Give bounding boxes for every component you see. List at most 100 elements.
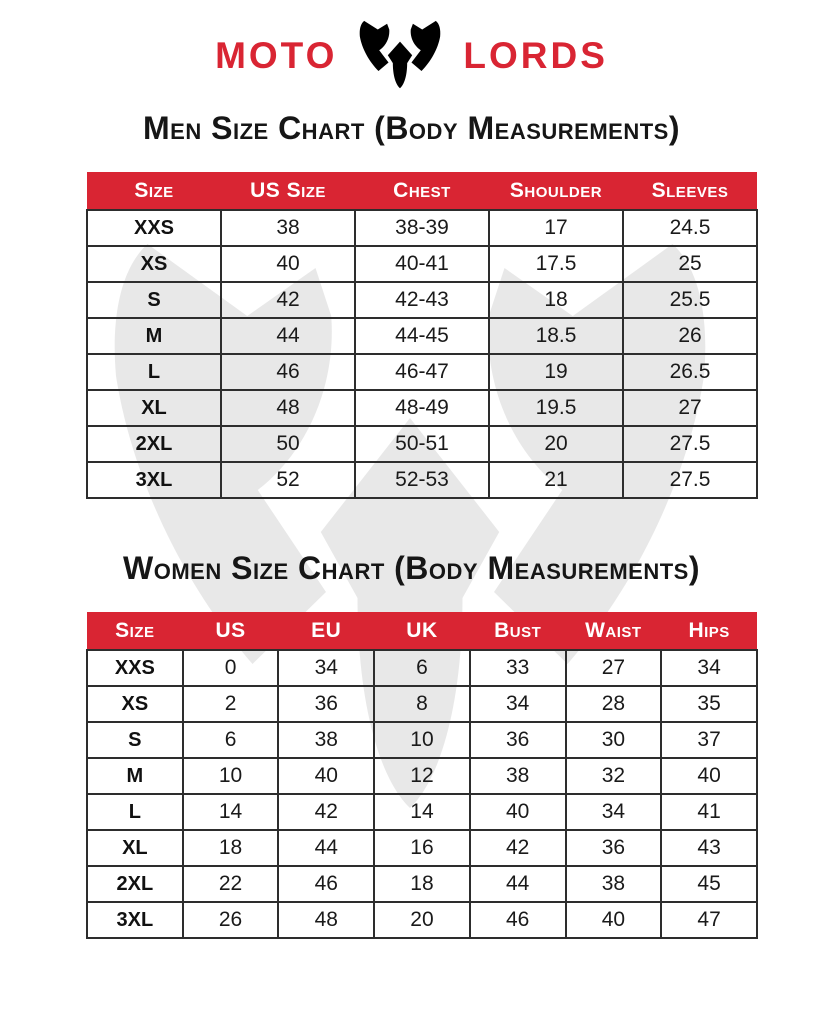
measurement-cell: 24.5 bbox=[622, 209, 758, 247]
measurement-cell: 30 bbox=[564, 721, 663, 759]
measurement-cell: 38 bbox=[564, 865, 663, 903]
measurement-cell: 42 bbox=[220, 281, 356, 319]
size-label-cell: L bbox=[86, 793, 184, 831]
column-header: Sleeves bbox=[623, 172, 757, 210]
measurement-cell: 46-47 bbox=[354, 353, 490, 391]
table-row: 2XL 22 46 18 44 38 45 bbox=[86, 865, 758, 903]
measurement-cell: 34 bbox=[660, 649, 758, 687]
column-header: Hips bbox=[661, 612, 757, 650]
measurement-cell: 52-53 bbox=[354, 461, 490, 499]
size-label-cell: S bbox=[86, 721, 184, 759]
measurement-cell: 40 bbox=[660, 757, 758, 795]
bull-logo-icon bbox=[357, 20, 443, 92]
measurement-cell: 32 bbox=[564, 757, 663, 795]
size-label-cell: M bbox=[86, 757, 184, 795]
table-row: M 44 44-45 18.5 26 bbox=[86, 317, 758, 355]
table-row: XL 48 48-49 19.5 27 bbox=[86, 389, 758, 427]
measurement-cell: 10 bbox=[373, 721, 471, 759]
table-row: XXS 38 38-39 17 24.5 bbox=[86, 209, 758, 247]
column-header: EU bbox=[278, 612, 375, 650]
measurement-cell: 27 bbox=[622, 389, 758, 427]
measurement-cell: 37 bbox=[660, 721, 758, 759]
measurement-cell: 40 bbox=[564, 901, 663, 939]
measurement-cell: 43 bbox=[660, 829, 758, 867]
table-row: L 14 42 14 40 34 41 bbox=[86, 793, 758, 831]
size-label-cell: 2XL bbox=[86, 865, 184, 903]
measurement-cell: 34 bbox=[277, 649, 376, 687]
column-header: US Size bbox=[221, 172, 355, 210]
men-chart-title: Men Size Chart (Body Measurements) bbox=[143, 110, 680, 146]
size-label-cell: M bbox=[86, 317, 222, 355]
measurement-cell: 27.5 bbox=[622, 461, 758, 499]
measurement-cell: 0 bbox=[181, 649, 280, 687]
brand-name-moto: MOTO bbox=[215, 35, 338, 76]
measurement-cell: 52 bbox=[220, 461, 356, 499]
column-header: US bbox=[182, 612, 279, 650]
measurement-cell: 38 bbox=[277, 721, 376, 759]
measurement-cell: 38-39 bbox=[354, 209, 490, 247]
measurement-cell: 50-51 bbox=[354, 425, 490, 463]
women-chart-title: Women Size Chart (Body Measurements) bbox=[123, 550, 700, 586]
measurement-cell: 26 bbox=[622, 317, 758, 355]
measurement-cell: 8 bbox=[373, 685, 471, 723]
table-row: XXS 0 34 6 33 27 34 bbox=[86, 649, 758, 687]
size-label-cell: XS bbox=[86, 245, 222, 283]
measurement-cell: 14 bbox=[181, 793, 280, 831]
brand-name-lords: LORDS bbox=[463, 35, 608, 76]
measurement-cell: 20 bbox=[373, 901, 471, 939]
table-row: S 42 42-43 18 25.5 bbox=[86, 281, 758, 319]
measurement-cell: 26.5 bbox=[622, 353, 758, 391]
measurement-cell: 34 bbox=[564, 793, 663, 831]
measurement-cell: 34 bbox=[468, 685, 567, 723]
measurement-cell: 22 bbox=[181, 865, 280, 903]
measurement-cell: 25.5 bbox=[622, 281, 758, 319]
measurement-cell: 46 bbox=[277, 865, 376, 903]
measurement-cell: 44 bbox=[468, 865, 567, 903]
measurement-cell: 6 bbox=[181, 721, 280, 759]
brand-logo: MOTO LORDS bbox=[0, 20, 823, 92]
measurement-cell: 48-49 bbox=[354, 389, 490, 427]
column-header: Size bbox=[87, 612, 183, 650]
measurement-cell: 18 bbox=[181, 829, 280, 867]
column-header: Bust bbox=[469, 612, 566, 650]
measurement-cell: 40-41 bbox=[354, 245, 490, 283]
measurement-cell: 18 bbox=[373, 865, 471, 903]
men-size-table: Size US Size Chest Shoulder Sleeves XXS 38 38-… bbox=[86, 172, 758, 499]
size-label-cell: XXS bbox=[86, 649, 184, 687]
measurement-cell: 45 bbox=[660, 865, 758, 903]
size-label-cell: XL bbox=[86, 829, 184, 867]
measurement-cell: 42 bbox=[277, 793, 376, 831]
table-row: 2XL 50 50-51 20 27.5 bbox=[86, 425, 758, 463]
men-table-header: Size US Size Chest Shoulder Sleeves bbox=[87, 172, 757, 210]
measurement-cell: 50 bbox=[220, 425, 356, 463]
column-header: UK bbox=[374, 612, 470, 650]
measurement-cell: 44 bbox=[220, 317, 356, 355]
measurement-cell: 21 bbox=[488, 461, 624, 499]
column-header: Shoulder bbox=[489, 172, 623, 210]
measurement-cell: 38 bbox=[468, 757, 567, 795]
measurement-cell: 26 bbox=[181, 901, 280, 939]
size-label-cell: L bbox=[86, 353, 222, 391]
table-row: 3XL 52 52-53 21 27.5 bbox=[86, 461, 758, 499]
measurement-cell: 19.5 bbox=[488, 389, 624, 427]
measurement-cell: 46 bbox=[468, 901, 567, 939]
table-row: XL 18 44 16 42 36 43 bbox=[86, 829, 758, 867]
size-label-cell: 3XL bbox=[86, 901, 184, 939]
measurement-cell: 35 bbox=[660, 685, 758, 723]
measurement-cell: 2 bbox=[181, 685, 280, 723]
measurement-cell: 6 bbox=[373, 649, 471, 687]
measurement-cell: 44-45 bbox=[354, 317, 490, 355]
measurement-cell: 27 bbox=[564, 649, 663, 687]
measurement-cell: 47 bbox=[660, 901, 758, 939]
women-size-table: Size US EU UK Bust Waist Hips XXS 0 34 6 33 27 34 XS 2… bbox=[86, 612, 758, 939]
measurement-cell: 48 bbox=[277, 901, 376, 939]
women-table-header: Size US EU UK Bust Waist Hips bbox=[87, 612, 757, 650]
measurement-cell: 20 bbox=[488, 425, 624, 463]
measurement-cell: 12 bbox=[373, 757, 471, 795]
table-row: 3XL 26 48 20 46 40 47 bbox=[86, 901, 758, 939]
size-label-cell: 3XL bbox=[86, 461, 222, 499]
column-header: Chest bbox=[355, 172, 489, 210]
table-row: L 46 46-47 19 26.5 bbox=[86, 353, 758, 391]
column-header: Waist bbox=[565, 612, 662, 650]
